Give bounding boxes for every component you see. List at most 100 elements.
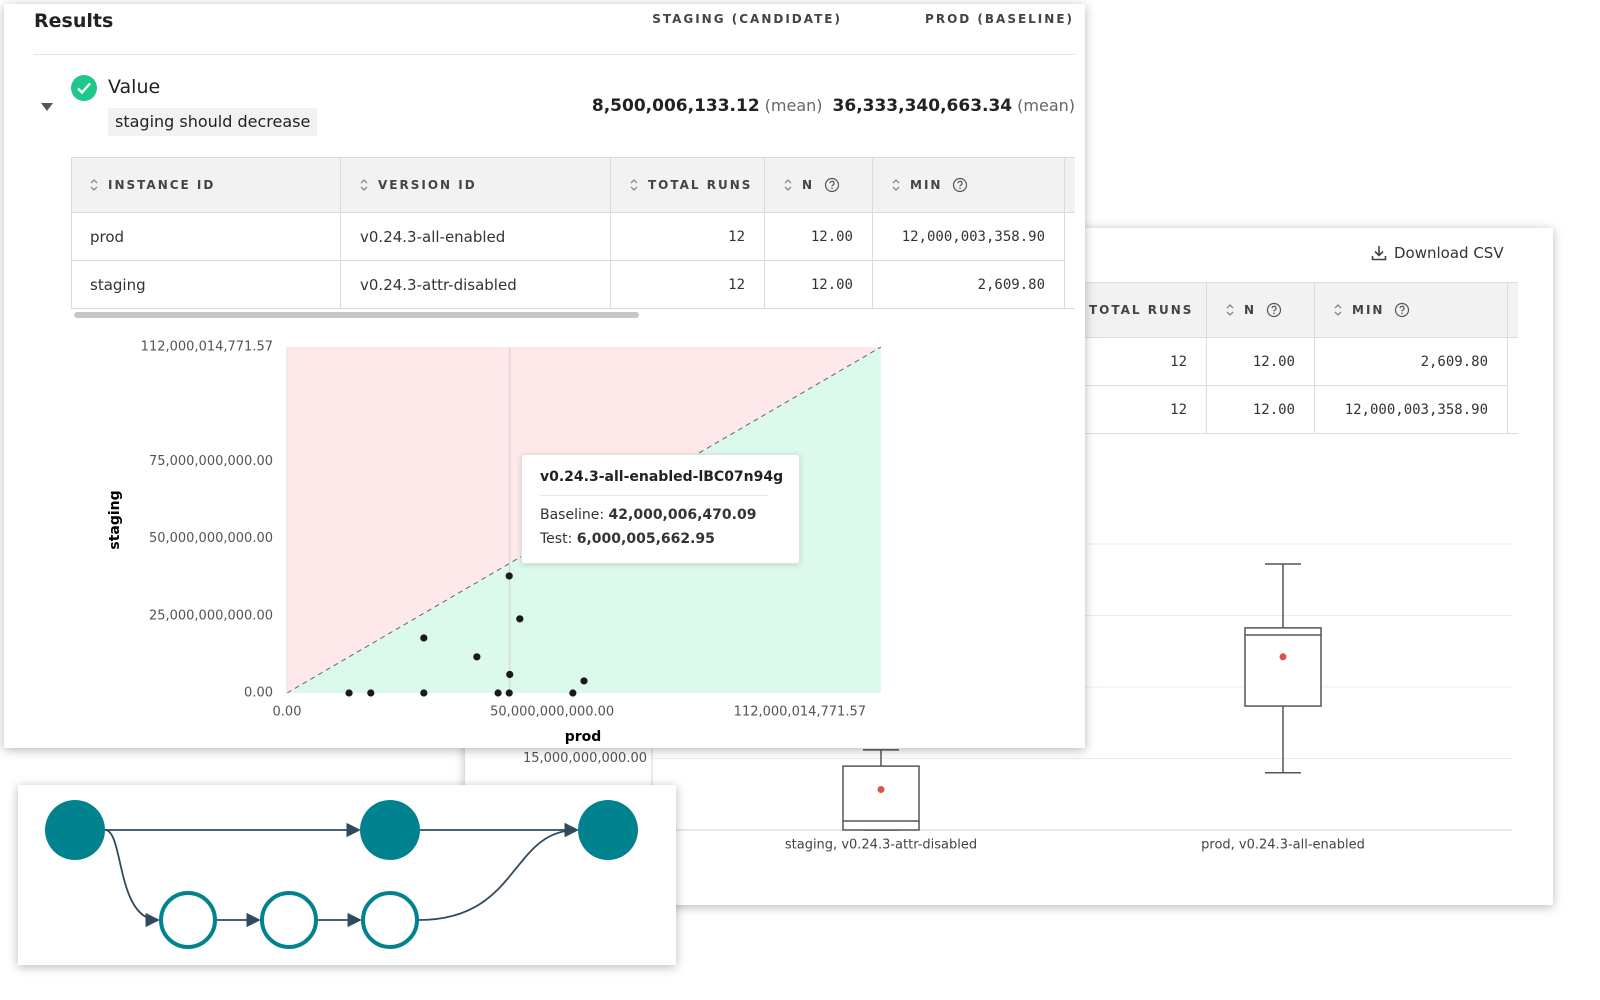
node [45, 800, 105, 860]
sort-glyph [892, 178, 900, 191]
table-cell: 12.00 [1207, 386, 1315, 434]
help-glyph [1399, 305, 1406, 311]
column-header[interactable]: N [1207, 282, 1315, 338]
help-ring [824, 177, 840, 192]
results-panel: Results STAGING (CANDIDATE) PROD (BASELI… [4, 4, 1085, 748]
table-cell [1065, 157, 1075, 309]
tooltip-value: 6,000,005,662.95 [576, 531, 715, 547]
sort-glyph [360, 178, 368, 191]
table-cell: 12.00 [765, 213, 873, 261]
column-header[interactable]: N [765, 157, 873, 213]
tooltip-label: Baseline: [540, 507, 605, 523]
help-icon [824, 177, 840, 192]
tooltip-value: 42,000,006,470.09 [608, 507, 757, 523]
table-cell: v0.24.3-all-enabled [341, 213, 611, 261]
table-cell: 12 [611, 213, 765, 261]
cell-text: prod [90, 227, 125, 246]
prod-unit: (mean) [1017, 96, 1075, 115]
tooltip-title: v0.24.3-all-enabled-lBC07n94g [540, 469, 784, 485]
help-glyph [829, 180, 835, 186]
cell-text: v0.24.3-attr-disabled [360, 275, 517, 294]
column-header-label: INSTANCE ID [108, 177, 216, 192]
table-left-border [71, 157, 72, 309]
stage: Download CSV 0.0015,000,000,000.0030,000… [465, 228, 1553, 905]
node [159, 891, 217, 949]
cell-text: 12,000,003,358.90 [901, 228, 1045, 245]
cell-text: 12.00 [810, 228, 853, 245]
y-axis-title: staging [107, 490, 123, 549]
cell-text: 12.00 [1252, 353, 1295, 370]
cell-text: 12 [1170, 401, 1187, 418]
mean [1279, 653, 1287, 661]
column-header-label: N [1244, 302, 1257, 317]
column-label: STAGING (CANDIDATE) [652, 12, 842, 26]
stage: Results STAGING (CANDIDATE) PROD (BASELI… [4, 4, 1085, 748]
download-button[interactable]: Download CSV [1370, 242, 1504, 264]
column-header[interactable]: MIN [1315, 282, 1508, 338]
sort-icon [892, 178, 900, 191]
x-tick-label: 112,000,014,771.57 [734, 705, 866, 720]
column-header[interactable]: INSTANCE ID [71, 157, 341, 213]
column-header-label: TOTAL RUNS [1089, 302, 1194, 317]
table-header-row [71, 157, 1075, 213]
point [569, 689, 577, 697]
scatter-chart: 0.00 25,000,000,000.00 50,000,000,000.00 75… [107, 340, 882, 745]
status-check [71, 75, 97, 101]
point [505, 572, 513, 580]
help-glyph [957, 180, 964, 186]
y-tick-label: 0.00 [244, 686, 273, 701]
table-cell: 12,000,003,358.90 [1315, 386, 1508, 434]
table-cell: 12 [1052, 338, 1207, 386]
cell-text: 12 [728, 276, 745, 293]
cell-text: 12 [1170, 353, 1187, 370]
column-header[interactable]: VERSION ID [341, 157, 611, 213]
cell-text: 12 [728, 228, 745, 245]
tooltip-row: Test: 6,000,005,662.95 [540, 531, 715, 547]
node [578, 800, 638, 860]
table-cell [1508, 282, 1518, 434]
collapse-toggle[interactable] [38, 100, 56, 114]
help-dot [959, 187, 962, 189]
results-title: Results [34, 10, 114, 32]
edge [104, 829, 160, 928]
column-header[interactable]: MIN [873, 157, 1065, 213]
y-tick-label: 25,000,000,000.00 [149, 608, 273, 623]
metric-name: Value [108, 76, 161, 98]
sort-glyph [1226, 303, 1234, 316]
tooltip: v0.24.3-all-enabled-lBC07n94g Baseline: … [521, 454, 800, 564]
point [367, 689, 375, 697]
point [420, 634, 428, 642]
table-cell: v0.24.3-attr-disabled [341, 261, 611, 309]
column-header-label: N [802, 177, 815, 192]
x-tick-label: 0.00 [273, 705, 302, 720]
scrollbar[interactable] [74, 312, 639, 318]
table-cell: prod [71, 213, 341, 261]
help-dot [1401, 312, 1404, 314]
mean [877, 785, 885, 793]
help-ring [1395, 302, 1410, 317]
help-ring [1266, 302, 1282, 317]
flow-diagram-panel [18, 785, 676, 965]
metric-values: 8,500,006,133.12 (mean) 36,333,340,663.3… [592, 96, 1075, 116]
y-tick-label: 50,000,000,000.00 [149, 531, 273, 546]
sort-glyph [90, 178, 98, 191]
sort-icon [1226, 303, 1234, 316]
help-dot [1273, 312, 1275, 314]
point [345, 689, 353, 697]
cell-text: 12.00 [810, 276, 853, 293]
box [842, 765, 920, 831]
point [473, 653, 481, 661]
cell-text: v0.24.3-all-enabled [360, 227, 506, 246]
tooltip-divider [540, 495, 768, 496]
cell-text: staging [90, 275, 146, 294]
y-tick-label: 75,000,000,000.00 [149, 454, 273, 469]
cell-text: 2,609.80 [977, 276, 1045, 293]
sort-icon [784, 178, 792, 191]
help-glyph [1271, 305, 1277, 311]
cell-text: 12,000,003,358.90 [1344, 401, 1488, 418]
tooltip-row: Baseline: 42,000,006,470.09 [540, 507, 756, 523]
column-header[interactable]: TOTAL RUNS [611, 157, 765, 213]
column-header-label: MIN [910, 177, 943, 192]
point [506, 670, 514, 679]
